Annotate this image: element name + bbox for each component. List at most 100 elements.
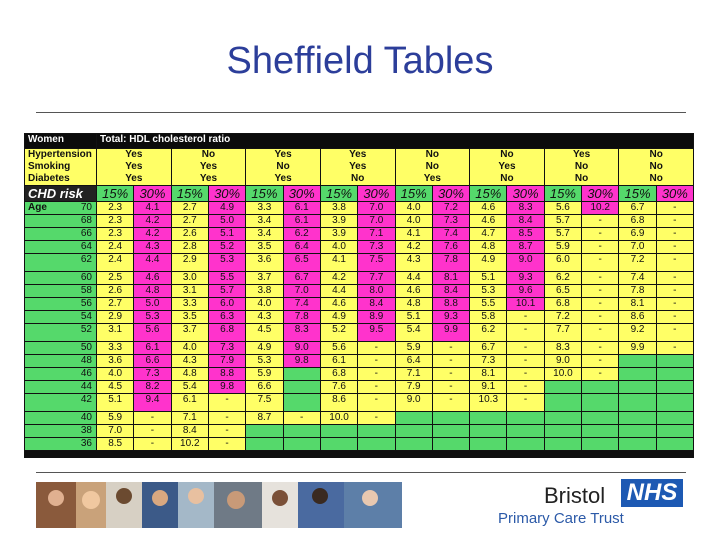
table-cell: - [431, 380, 471, 394]
table-cell: - [581, 310, 620, 324]
table-row: 68 2.3 4.2 2.7 5.0 3.4 6.1 3.9 7.0 4.0 7.3 4.6 8.4 5.… [24, 214, 695, 228]
table-cell: 6.8 [618, 214, 657, 228]
table-cell: 3.6 [245, 253, 284, 272]
risk-factor-value: Yes [125, 173, 143, 184]
risk-factor-value: No [649, 161, 663, 172]
table-cell: - [506, 310, 545, 324]
table-cell [543, 411, 583, 425]
table-cell: - [207, 411, 247, 425]
table-cell: 7.8 [282, 310, 321, 324]
age-value: 64 [80, 241, 92, 253]
table-cell: 4.0 [245, 297, 284, 311]
table-cell: - [581, 214, 620, 228]
chd-risk-header: 30% [506, 185, 545, 202]
table-row: 44 4.5 8.2 5.4 9.8 6.6 7.6-7.9-9.1- [24, 380, 695, 394]
table-cell: 10.3 [469, 393, 508, 412]
risk-factor-value: No [500, 149, 514, 161]
age-value: 70 [80, 202, 92, 214]
table-cell [357, 437, 396, 451]
table-cell: 4.6 [469, 201, 508, 215]
age-label-blank: 68 [24, 214, 97, 228]
table-cell: 4.0 [394, 201, 433, 215]
table-row: 66 2.3 4.2 2.6 5.1 3.4 6.2 3.9 7.1 4.1 7.4 4.7 8.5 5.… [24, 227, 695, 241]
table-cell: - [655, 323, 695, 342]
table-row: 38 7.0-8.4- [24, 424, 695, 438]
chd-risk-header: 30% [655, 185, 695, 202]
table-cell: 3.7 [170, 323, 209, 342]
table-cell [618, 437, 657, 451]
risk-factor-value: No [425, 149, 439, 161]
table-cell: 9.0 [394, 393, 433, 412]
age-value: 50 [80, 342, 92, 354]
table-cell: 5.1 [95, 393, 135, 412]
table-cell: 10.2 [170, 437, 209, 451]
table-cell: 4.7 [469, 227, 508, 241]
table-cell: - [357, 367, 396, 381]
table-cell: 6.4 [394, 354, 433, 368]
table-cell: 2.7 [170, 201, 209, 215]
table-cell: 5.3 [207, 253, 247, 272]
risk-factor-value: No [649, 149, 663, 161]
age-label-blank: 38 [24, 424, 97, 438]
table-row: 62 2.4 4.4 2.9 5.3 3.6 6.5 4.1 7.5 4.3 7.8 4.9 9.0 6.… [24, 253, 695, 272]
table-cell: 6.1 [319, 354, 359, 368]
table-cell: 9.0 [543, 354, 583, 368]
table-cell: 4.0 [394, 214, 433, 228]
risk-factor-group: Yes No Yes [245, 148, 321, 186]
table-cell: 6.1 [282, 201, 321, 215]
table-cell [245, 424, 284, 438]
table-cell: 7.4 [431, 227, 471, 241]
table-cell: 6.2 [469, 323, 508, 342]
table-cell: - [581, 297, 620, 311]
table-cell: 5.0 [207, 214, 247, 228]
table-cell: 9.3 [506, 271, 545, 285]
table-cell: 3.7 [245, 271, 284, 285]
table-cell [469, 424, 508, 438]
table-cell: 4.6 [319, 297, 359, 311]
table-cell: - [506, 367, 545, 381]
table-cell: 6.6 [133, 354, 172, 368]
chd-risk-header: 15% [245, 185, 284, 202]
table-cell: 6.5 [282, 253, 321, 272]
chd-risk-header: 30% [282, 185, 321, 202]
table-cell: 8.4 [357, 297, 396, 311]
table-cell [655, 424, 695, 438]
table-cell: 2.3 [95, 214, 135, 228]
table-cell: - [506, 341, 545, 355]
table-cell: 6.1 [170, 393, 209, 412]
table-cell: 5.9 [95, 411, 135, 425]
table-cell: 6.2 [282, 227, 321, 241]
table-cell: 8.3 [282, 323, 321, 342]
risk-factor-group: Yes Yes No [319, 148, 396, 186]
table-cell: - [655, 341, 695, 355]
table-cell: 8.4 [431, 284, 471, 298]
risk-factor-group: No Yes Yes [170, 148, 247, 186]
risk-factor-value: Yes [498, 161, 516, 172]
table-cell: 2.5 [95, 271, 135, 285]
age-label-blank: 48 [24, 354, 97, 368]
table-cell: 5.1 [469, 271, 508, 285]
age-value: 60 [80, 272, 92, 284]
table-cell: 7.0 [282, 284, 321, 298]
table-cell: 8.7 [245, 411, 284, 425]
chd-risk-header: 30% [133, 185, 172, 202]
risk-factor-label: Smoking [28, 161, 71, 172]
table-cell: 8.2 [133, 380, 172, 394]
table-cell: - [581, 253, 620, 272]
table-cell: - [506, 354, 545, 368]
table-cell: 3.9 [319, 227, 359, 241]
age-label-blank: 60 [24, 271, 97, 285]
table-cell: - [357, 354, 396, 368]
age-label-blank: 36 [24, 437, 97, 451]
table-cell: 6.7 [469, 341, 508, 355]
table-cell: 8.4 [506, 214, 545, 228]
table-cell: 2.3 [95, 227, 135, 241]
table-cell [618, 380, 657, 394]
header-metric: Total: HDL cholesterol ratio [96, 133, 694, 149]
risk-factor-value: No [276, 161, 290, 172]
risk-factor-labels: Hypertension Smoking Diabetes [24, 148, 97, 186]
table-cell: - [655, 214, 695, 228]
table-cell: 2.6 [170, 227, 209, 241]
table-cell [543, 380, 583, 394]
table-cell: - [357, 411, 396, 425]
